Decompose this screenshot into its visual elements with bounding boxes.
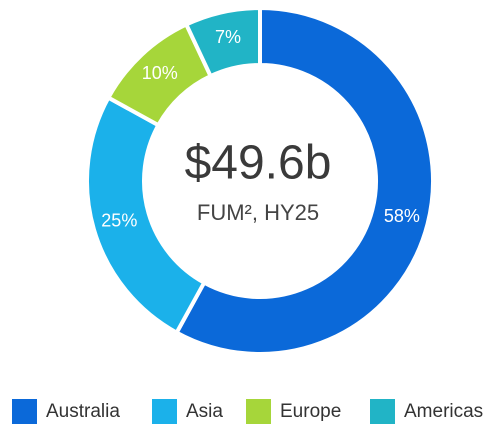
center-title: $49.6b — [185, 137, 332, 190]
donut-segment — [183, 5, 262, 79]
center-subtitle: FUM², HY25 — [197, 200, 319, 225]
value-label: 25% — [101, 211, 137, 231]
legend-label: Americas — [404, 401, 483, 422]
legend-swatch — [152, 399, 177, 424]
legend-label: Australia — [46, 401, 120, 422]
legend-label: Europe — [280, 401, 341, 422]
value-label: 7% — [215, 27, 241, 47]
donut-segment — [173, 5, 435, 356]
legend-label: Asia — [186, 401, 223, 422]
value-label: 58% — [384, 206, 420, 226]
legend-swatch — [12, 399, 37, 424]
value-label: 10% — [142, 63, 178, 83]
legend-swatch — [246, 399, 271, 424]
legend-swatch — [370, 399, 395, 424]
